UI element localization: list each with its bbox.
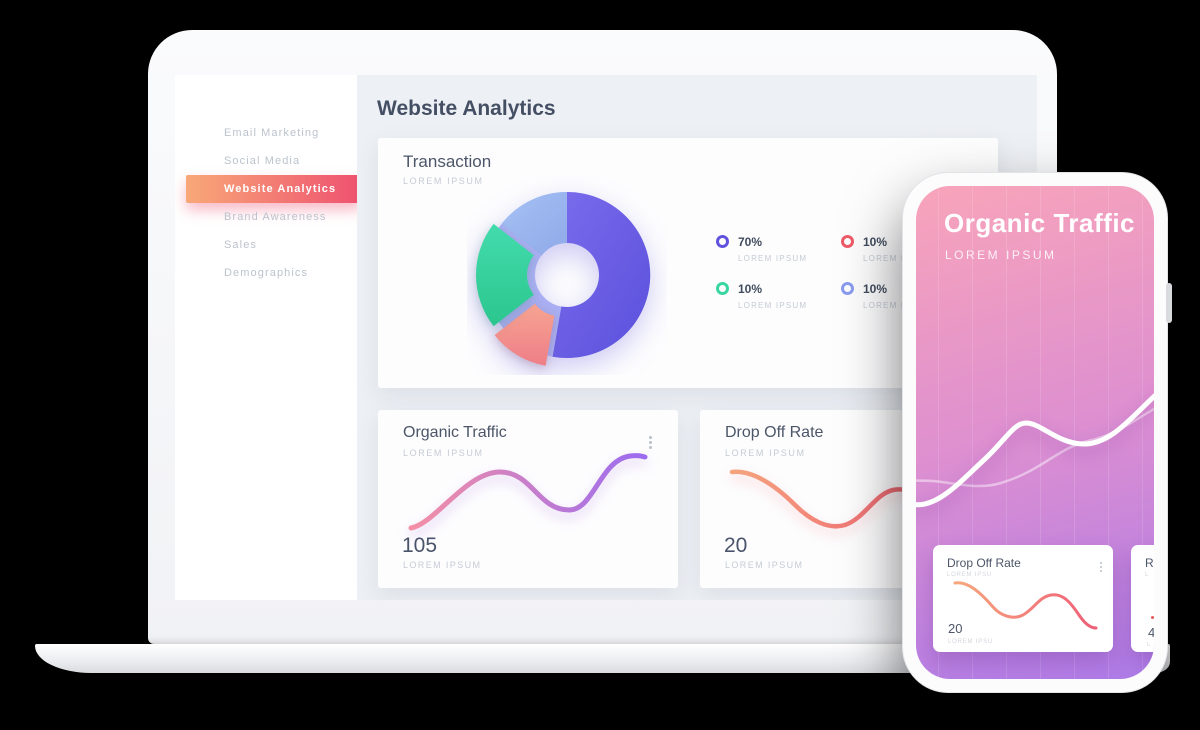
sidebar-item-brand-awareness[interactable]: Brand Awareness — [224, 211, 327, 223]
phone-partial-subtitle: L — [1145, 572, 1150, 578]
organic-line-chart — [408, 453, 648, 531]
legend-item-green: 10% LOREM IPSUM — [716, 280, 841, 310]
donut-legend: 70% LOREM IPSUM 10% LOREM IPSUM 10% — [716, 233, 932, 310]
sidebar-item-website-analytics[interactable]: Website Analytics — [186, 175, 362, 203]
legend-item-red: 10% LOREM IPSUM — [841, 233, 932, 263]
phone-dropoff-value-label: LOREM IPSU — [948, 639, 994, 645]
phone-page-subtitle: LOREM IPSUM — [945, 248, 1057, 262]
legend-ring-red-icon — [841, 235, 854, 248]
legend-label: LOREM IPSUM — [738, 301, 808, 310]
legend-value: 10% — [863, 235, 888, 249]
kebab-menu-icon[interactable] — [647, 432, 654, 453]
phone-dropoff-card: Drop Off Rate LOREM IPSU 20 LOREM IPSU — [933, 545, 1113, 652]
sidebar-item-sales[interactable]: Sales — [224, 239, 258, 251]
phone-dropoff-line-chart — [953, 581, 1098, 630]
legend-item-purple: 70% LOREM IPSUM — [716, 233, 841, 263]
transaction-card: Transaction LOREM IPSUM — [378, 138, 998, 388]
legend-item-blue: 10% LOREM IPSUM — [841, 280, 932, 310]
legend-label: LOREM IPSUM — [863, 254, 933, 263]
legend-ring-blue-icon — [841, 282, 854, 295]
phone-dropoff-value: 20 — [948, 621, 963, 636]
transaction-card-subtitle: LOREM IPSUM — [403, 176, 484, 186]
phone-power-button — [1166, 283, 1172, 323]
dropoff-card-value: 20 — [724, 534, 748, 557]
legend-value: 10% — [738, 282, 763, 296]
red-dot-icon — [1151, 616, 1154, 619]
organic-card-value: 105 — [402, 534, 438, 557]
sidebar: Email Marketing Social Media Website Ana… — [175, 75, 362, 600]
donut-slice-70 — [552, 191, 651, 358]
donut-chart — [476, 191, 651, 366]
phone-partial-value: 4 — [1148, 625, 1154, 640]
donut-slice-red — [494, 303, 555, 366]
organic-card-value-label: LOREM IPSUM — [403, 560, 482, 570]
organic-traffic-card: Organic Traffic LOREM IPSUM 105 LOREM IP… — [378, 410, 678, 588]
phone-dropoff-title: Drop Off Rate — [947, 556, 1021, 570]
dropoff-card-title: Drop Off Rate — [725, 424, 824, 441]
legend-ring-purple-icon — [716, 235, 729, 248]
phone-partial-title: R — [1145, 556, 1154, 570]
legend-label: LOREM IPSUM — [738, 254, 808, 263]
phone-partial-card: R L 4 L — [1131, 545, 1154, 652]
legend-value: 10% — [863, 282, 888, 296]
sidebar-item-social-media[interactable]: Social Media — [224, 155, 301, 167]
dropoff-card-subtitle: LOREM IPSUM — [725, 448, 806, 458]
legend-value: 70% — [738, 235, 763, 249]
phone-hero-line-chart — [916, 393, 1154, 508]
kebab-menu-icon[interactable] — [1098, 558, 1104, 576]
legend-ring-green-icon — [716, 282, 729, 295]
organic-card-subtitle: LOREM IPSUM — [403, 448, 484, 458]
page-title: Website Analytics — [377, 97, 556, 120]
sidebar-item-email-marketing[interactable]: Email Marketing — [224, 127, 320, 139]
dropoff-card-value-label: LOREM IPSUM — [725, 560, 804, 570]
transaction-card-title: Transaction — [403, 152, 492, 171]
sidebar-nav: Email Marketing Social Media Website Ana… — [175, 119, 362, 287]
phone-page-title: Organic Traffic — [944, 208, 1135, 238]
sidebar-item-demographics[interactable]: Demographics — [224, 267, 309, 279]
phone-dropoff-subtitle: LOREM IPSU — [947, 572, 993, 578]
donut-slice-blue — [501, 192, 567, 256]
phone-device: Organic Traffic LOREM IPSUM Drop Off Rat… — [903, 173, 1172, 692]
organic-card-title: Organic Traffic — [403, 424, 507, 441]
donut-slice-green — [476, 223, 534, 327]
legend-label: LOREM IPSUM — [863, 301, 933, 310]
phone-screen: Organic Traffic LOREM IPSUM Drop Off Rat… — [916, 186, 1154, 679]
phone-partial-value-label: L — [1147, 642, 1152, 648]
